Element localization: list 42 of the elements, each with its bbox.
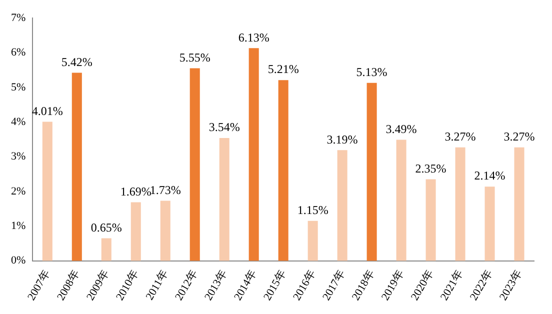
bar [337,150,348,261]
bar [278,80,288,261]
data-label: 3.49% [386,122,417,136]
data-label: 3.54% [208,120,240,134]
data-label: 3.27% [504,130,535,144]
bar [484,186,495,261]
data-label: 2.35% [415,161,446,176]
bar [426,179,436,261]
bar [101,238,112,261]
y-tick-label: 5% [10,81,26,94]
data-label: 6.13% [238,30,270,44]
y-tick-label: 1% [10,220,26,232]
bar [308,220,318,261]
y-tick-label: 6% [10,46,26,59]
bar [455,147,466,261]
data-label: 5.42% [61,54,92,69]
bar [219,138,230,261]
bar [248,48,259,261]
bar [514,147,524,261]
data-label: 4.01% [32,104,63,118]
y-tick-label: 4% [10,116,26,128]
bar [366,82,377,261]
data-label: 1.69% [120,184,152,198]
bar [130,202,141,261]
y-tick-label: 3% [10,150,26,163]
data-label: 1.15% [297,203,328,218]
data-label: 0.65% [90,220,122,234]
bar [396,140,406,261]
y-tick-label: 2% [10,185,26,198]
data-label: 3.27% [444,130,476,144]
data-label: 3.19% [326,132,358,146]
data-label: 1.73% [150,182,181,197]
bar [42,122,52,261]
data-label: 5.13% [356,65,388,80]
data-label: 5.21% [268,62,299,76]
data-label: 2.14% [474,168,506,183]
bar [160,200,170,261]
bar [190,68,200,261]
data-label: 5.55% [179,50,210,64]
bar [72,72,82,261]
y-tick-label: 0% [10,254,26,267]
y-tick-label: 7% [10,12,26,24]
